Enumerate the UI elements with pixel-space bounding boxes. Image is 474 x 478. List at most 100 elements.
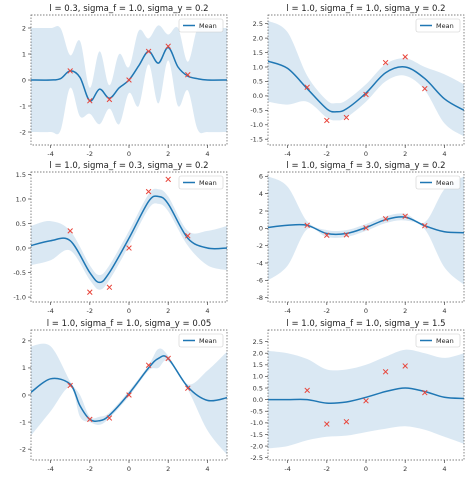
legend-label: Mean [199,179,217,187]
subplot-title: l = 1.0, sigma_f = 1.0, sigma_y = 1.5 [286,319,445,329]
legend-box [415,175,461,190]
y-tick-label: 1 [22,50,26,58]
legend: Mean [415,18,461,33]
observation-point [324,232,330,239]
x-tick-label: 4 [205,150,209,158]
x-tick-label: -4 [284,150,290,158]
x-tick-label: 2 [403,465,407,473]
y-tick-label: 1.0 [253,63,263,71]
y-tick-label: -0.5 [250,408,263,416]
x-tick-label: 0 [364,150,368,158]
y-tick-label: 6 [259,173,263,181]
confidence-band [31,343,227,455]
legend: Mean [178,333,224,348]
y-tick-label: -2.5 [250,454,263,462]
legend: Mean [415,175,461,190]
y-tick-label: -2 [20,128,26,136]
observation-point [402,54,408,60]
y-tick-label: 0 [259,225,263,233]
x-tick-label: -4 [284,465,290,473]
x-tick-label: 2 [403,307,407,315]
y-tick-label: 2.5 [253,338,263,346]
y-tick-label: 0 [22,391,26,399]
y-tick-label: 0 [22,76,26,84]
x-tick-label: -2 [324,150,330,158]
observation-point [402,213,408,219]
y-tick-label: 1.5 [253,49,263,57]
observation-point [382,216,389,222]
observation-point [304,222,310,229]
observation-point [87,289,93,295]
subplot-title: l = 0.3, sigma_f = 1.0, sigma_y = 0.2 [49,4,208,14]
y-tick-label: -0.5 [250,107,263,115]
y-tick-label: -1.5 [250,136,263,144]
observation-point [185,233,191,239]
x-tick-label: 0 [127,150,131,158]
plot-area [268,349,464,449]
observation-point [126,392,132,398]
y-tick-label: 1.5 [16,171,26,179]
x-tick-label: 0 [127,307,131,315]
y-tick-label: -1.0 [250,419,263,427]
legend-box [415,333,461,348]
y-tick-label: -1 [20,418,26,426]
subplot-title: l = 1.0, sigma_f = 1.0, sigma_y = 0.05 [47,319,212,329]
mean-line [268,387,464,404]
subplot-title: l = 1.0, sigma_f = 1.0, sigma_y = 0.2 [286,4,445,14]
legend-box [415,18,461,33]
observation-point [422,389,428,396]
observation-point [185,72,191,78]
subplot-2: -4 -2 0 2 4 -1.5 -1.0 -0.5 0.0 0.5 1.0 1.5 2.0 2.5 l =… [250,4,465,158]
observation-point [126,77,132,83]
confidence-band [268,176,464,285]
x-tick-label: 4 [442,150,446,158]
legend-label: Mean [199,22,217,30]
observation-point [363,225,369,231]
observation-point [165,43,171,49]
y-tick-label: 0.0 [253,92,263,100]
y-tick-label: 0.0 [253,396,263,404]
observation-point [87,98,93,104]
y-tick-label: -0.5 [13,269,26,277]
observation-point [382,59,389,66]
observation-point [165,355,171,362]
observation-point [145,48,152,55]
y-tick-label: 1 [22,364,26,372]
legend: Mean [178,18,224,33]
plot-area [31,25,227,135]
observation-point [422,85,428,92]
y-tick-label: -1 [20,102,26,110]
y-tick-label: -4 [257,259,263,267]
y-tick-label: -1.0 [13,293,26,301]
observation-point [324,117,330,124]
y-tick-label: 0.0 [16,244,26,252]
x-tick-label: 4 [205,307,209,315]
y-tick-label: 2 [259,207,263,215]
y-tick-label: 1.5 [253,361,263,369]
x-tick-label: -2 [324,465,330,473]
subplot-3: -4 -2 0 2 4 -1.0 -0.5 0.0 0.5 1.0 1.5 l = 1.0, sigm… [13,161,228,315]
observation-point [343,418,350,425]
y-tick-label: -2 [257,242,263,250]
subplot-1: -4 -2 0 2 4 -2 -1 0 1 2 l = 0.3, sigma_f = 1.0, si… [20,4,228,158]
y-tick-label: 2.0 [253,34,263,42]
x-tick-label: 2 [166,465,170,473]
x-tick-label: -4 [47,307,53,315]
plot-area [268,176,464,285]
x-tick-label: 4 [442,307,446,315]
x-tick-label: -4 [284,307,290,315]
x-tick-label: 2 [166,307,170,315]
observation-point [126,245,132,251]
x-tick-label: -2 [324,307,330,315]
observation-point [343,232,350,238]
observation-point [422,222,428,229]
observation-point [185,385,191,391]
x-tick-label: -4 [47,150,53,158]
subplot-title: l = 1.0, sigma_f = 3.0, sigma_y = 0.2 [286,161,445,171]
legend-label: Mean [436,179,454,187]
subplot-4: -4 -2 0 2 4 -8 -6 -4 -2 0 2 4 6 l = 1.0, sigma_f = 3.… [257,161,465,315]
confidence-band [268,349,464,449]
observation-point [363,398,369,404]
subplot-5: -4 -2 0 2 4 -2 -1 0 1 2 l = 1.0, sigma_f = 1.0, si… [20,319,228,473]
observation-point [363,91,369,98]
